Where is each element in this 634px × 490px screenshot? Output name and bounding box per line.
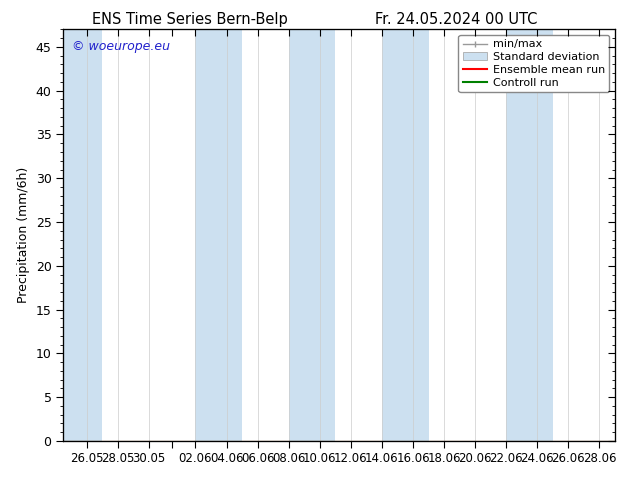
Text: © woeurope.eu: © woeurope.eu: [72, 40, 170, 53]
Bar: [195, 29, 242, 441]
Bar: [56, 29, 102, 441]
Bar: [288, 29, 335, 441]
Text: Fr. 24.05.2024 00 UTC: Fr. 24.05.2024 00 UTC: [375, 12, 538, 27]
Bar: [506, 29, 553, 441]
Text: ENS Time Series Bern-Belp: ENS Time Series Bern-Belp: [93, 12, 288, 27]
Bar: [382, 29, 429, 441]
Legend: min/max, Standard deviation, Ensemble mean run, Controll run: min/max, Standard deviation, Ensemble me…: [458, 35, 609, 92]
Y-axis label: Precipitation (mm/6h): Precipitation (mm/6h): [17, 167, 30, 303]
